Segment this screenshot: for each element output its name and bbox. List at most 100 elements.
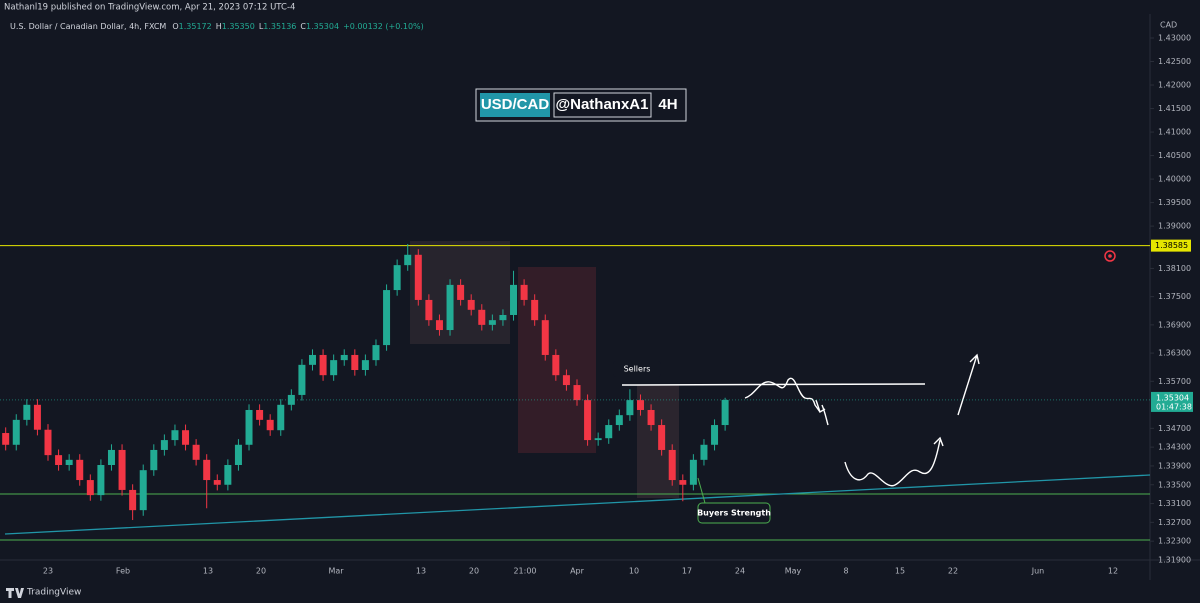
currency-label: CAD — [1160, 21, 1177, 30]
candle-body — [584, 400, 592, 441]
time-label: Apr — [570, 567, 585, 576]
projection-arrow — [844, 436, 944, 487]
tv-logo — [6, 588, 24, 598]
candle-body — [605, 425, 613, 439]
candle-body — [160, 440, 168, 450]
ohlc-value: 1.35304 — [306, 22, 339, 31]
candle-body — [23, 404, 31, 420]
y-tick-label: 1.31900 — [1158, 556, 1191, 565]
y-tick-label: 1.33500 — [1158, 480, 1191, 489]
candle-body — [393, 265, 401, 291]
candle-body — [562, 375, 570, 386]
candle-body — [488, 320, 496, 325]
candle-body — [298, 364, 306, 395]
time-label: 13 — [203, 567, 213, 576]
candle-body — [213, 480, 221, 485]
last-price-label: 1.35304 — [1156, 393, 1189, 402]
ohlc-value: 1.35172 — [179, 22, 212, 31]
time-label: 20 — [469, 567, 479, 576]
alert-icon — [1104, 250, 1116, 262]
ohlc-value: 1.35136 — [263, 22, 296, 31]
candle-body — [636, 400, 644, 410]
candle-body — [679, 480, 687, 485]
candle-body — [86, 480, 94, 496]
watermark-handle-frame — [553, 92, 652, 118]
candle-body — [668, 449, 676, 481]
time-label: 8 — [843, 567, 848, 576]
time-label: 23 — [43, 567, 53, 576]
candle-body — [626, 400, 634, 416]
watermark-pair-bg — [480, 93, 550, 117]
y-tick-label: 1.42000 — [1158, 81, 1191, 90]
y-tick-label: 1.37500 — [1158, 292, 1191, 301]
candle-body — [55, 455, 63, 466]
candle-body — [33, 404, 41, 430]
time-label: 21:00 — [513, 567, 536, 576]
candle-body — [97, 465, 105, 496]
footer-brand: TradingView — [26, 588, 81, 598]
ohlc-value: 1.35350 — [222, 22, 255, 31]
time-label: Mar — [328, 567, 344, 576]
watermark-handle: @NathanxA1 — [556, 96, 649, 113]
candle-body — [234, 444, 242, 466]
y-tick-label: 1.40000 — [1158, 175, 1191, 184]
candle-body — [510, 284, 518, 315]
resistance-label: 1.38585 — [1155, 241, 1188, 250]
candle-body — [383, 290, 391, 346]
y-tick-label: 1.34300 — [1158, 443, 1191, 452]
candle-body — [44, 429, 52, 456]
watermark-pair: USD/CAD — [481, 96, 550, 113]
time-label: 24 — [735, 567, 745, 576]
resistance-tag — [1151, 239, 1191, 252]
y-tick-label: 1.42500 — [1158, 57, 1191, 66]
candle-body — [531, 299, 539, 321]
y-tick-label: 1.34700 — [1158, 424, 1191, 433]
candle-body — [573, 385, 581, 401]
candle-body — [658, 425, 666, 450]
candle-body — [372, 345, 380, 361]
candle-body — [446, 284, 454, 331]
candle-body — [107, 449, 115, 466]
countdown: 01:47:38 — [1156, 402, 1192, 411]
candle-body — [711, 425, 719, 445]
candle-body — [689, 459, 697, 485]
candle-body — [129, 489, 137, 511]
watermark-interval: 4H — [658, 96, 677, 113]
alert-icon — [1108, 254, 1112, 258]
y-tick-label: 1.39500 — [1158, 198, 1191, 207]
projection-arrow — [744, 377, 829, 426]
candle-body — [541, 320, 549, 355]
watermark-frame — [475, 88, 687, 122]
y-tick-label: 1.36900 — [1158, 320, 1191, 329]
ohlc-key: L — [259, 22, 264, 31]
y-tick-label: 1.41500 — [1158, 104, 1191, 113]
ohlc-key: O — [172, 22, 178, 31]
candle-body — [552, 354, 560, 376]
ohlc-key: H — [216, 22, 222, 31]
last-price-tag — [1151, 391, 1193, 412]
time-label: Feb — [116, 567, 130, 576]
candle-body — [182, 430, 190, 445]
candle-body — [647, 409, 655, 426]
candle-body — [721, 399, 729, 426]
candle-body — [256, 409, 264, 420]
candle-body — [139, 470, 147, 511]
y-tick-label: 1.38100 — [1158, 264, 1191, 273]
candle-body — [340, 354, 348, 361]
ohlc-key: C — [300, 22, 306, 31]
y-tick-label: 1.33900 — [1158, 461, 1191, 470]
time-label: 10 — [629, 567, 639, 576]
candle-body — [2, 433, 10, 445]
candle-body — [319, 354, 327, 376]
time-label: 20 — [256, 567, 266, 576]
time-label: 15 — [895, 567, 905, 576]
candle-body — [118, 449, 126, 490]
time-label: 12 — [1108, 567, 1118, 576]
trend-line — [4, 474, 1151, 535]
change: +0.00132 (+0.10%) — [343, 22, 424, 31]
sellers-label: Sellers — [624, 365, 651, 374]
candle-body — [224, 465, 232, 485]
